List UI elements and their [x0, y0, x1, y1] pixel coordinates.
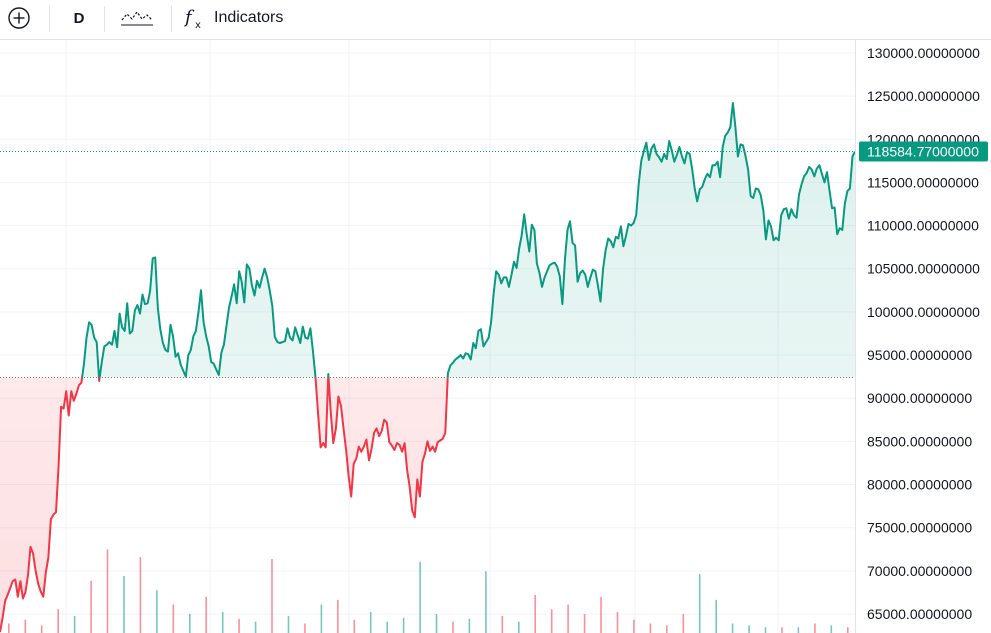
volume-bar — [90, 580, 92, 633]
svg-text:x: x — [195, 20, 201, 30]
price-line-above-baseline — [81, 102, 855, 378]
price-axis-label: 110000.00000000 — [867, 218, 979, 234]
price-axis-label: 95000.00000000 — [867, 347, 972, 363]
price-axis-label: 100000.00000000 — [867, 304, 980, 320]
volume-bar — [764, 627, 767, 633]
volume-bar — [797, 627, 800, 633]
price-chart[interactable]: 130000.00000000125000.00000000120000.000… — [0, 40, 991, 633]
volume-bar — [304, 623, 306, 633]
indicators-label: Indicators — [214, 9, 284, 26]
volume-bar — [748, 625, 750, 633]
volume-bar — [24, 619, 27, 633]
price-axis-label: 70000.00000000 — [867, 563, 972, 579]
interval-label: D — [73, 9, 85, 27]
price-axis-label: 75000.00000000 — [867, 520, 972, 536]
volume-bar — [830, 625, 833, 633]
volume-bar — [781, 627, 783, 633]
volume-bar — [567, 604, 569, 633]
volume-bar — [682, 614, 685, 633]
volume-bar — [402, 617, 405, 633]
price-axis-label: 105000.00000000 — [867, 261, 980, 277]
volume-bar — [156, 590, 158, 633]
area-fill-below-baseline — [0, 377, 855, 633]
fx-icon: f x — [184, 7, 201, 30]
volume-bar — [649, 623, 652, 633]
price-axis-label: 125000.00000000 — [867, 88, 980, 104]
volume-bar — [254, 621, 257, 633]
volume-bar — [353, 619, 356, 633]
volume-bar — [139, 557, 142, 633]
volume-bar — [847, 627, 849, 633]
chart-style-button[interactable] — [118, 4, 156, 32]
volume-bar — [287, 615, 290, 633]
price-axis-label: 90000.00000000 — [867, 390, 972, 406]
price-axis-label: 130000.00000000 — [867, 45, 980, 61]
volume-bar — [320, 604, 323, 633]
volume-bar — [666, 625, 668, 633]
price-axis-label: 85000.00000000 — [867, 433, 972, 449]
volume-bar — [583, 614, 586, 633]
price-axis-label: 80000.00000000 — [867, 477, 972, 493]
volume-bar — [814, 623, 816, 633]
toolbar-separator — [49, 6, 50, 32]
volume-bar — [386, 621, 388, 633]
volume-bar — [123, 576, 125, 633]
volume-bar — [731, 623, 734, 633]
volume-bar — [485, 571, 487, 633]
volume-bar — [271, 558, 273, 633]
volume-bar — [221, 612, 224, 633]
volume-bar — [435, 614, 438, 633]
last-price-badge-label: 118584.77000000 — [867, 144, 979, 160]
circle-plus-icon — [8, 7, 30, 29]
volume-bar — [633, 619, 635, 633]
area-fill-above-baseline — [82, 103, 855, 378]
volume-bar — [106, 549, 109, 633]
volume-bar — [369, 612, 372, 633]
volume-bar — [8, 623, 10, 633]
volume-bar — [452, 621, 454, 633]
volume-bar — [40, 625, 43, 633]
volume-bar — [600, 596, 602, 633]
last-price-badge — [859, 141, 988, 162]
volume-bar — [172, 604, 175, 633]
volume-bar — [337, 599, 339, 633]
toolbar-separator — [104, 6, 105, 32]
volume-bar — [534, 595, 536, 633]
volume-bar — [715, 599, 717, 633]
price-axis-label: 115000.00000000 — [867, 174, 979, 190]
volume-bar — [205, 596, 207, 633]
price-line-below-baseline — [0, 377, 449, 633]
volume-bar — [238, 618, 240, 633]
volume-bar — [468, 618, 471, 633]
chart-toolbar: D f x Indicators — [0, 0, 991, 40]
toolbar-separator — [171, 6, 172, 32]
volume-bar — [518, 621, 520, 633]
volume-bar — [698, 574, 701, 633]
volume-bar — [73, 615, 76, 633]
volume-bar — [419, 561, 421, 633]
line-chart-style-icon — [121, 10, 153, 26]
price-axis-label: 65000.00000000 — [867, 606, 972, 622]
volume-bar — [189, 614, 191, 633]
volume-bar — [501, 615, 504, 633]
indicators-button[interactable]: f x Indicators — [184, 4, 283, 32]
volume-bar — [616, 612, 619, 633]
add-symbol-button[interactable] — [6, 4, 32, 32]
interval-button[interactable]: D — [70, 4, 88, 32]
volume-bar — [550, 609, 553, 633]
volume-bar — [57, 609, 59, 633]
svg-text:f: f — [184, 7, 195, 28]
